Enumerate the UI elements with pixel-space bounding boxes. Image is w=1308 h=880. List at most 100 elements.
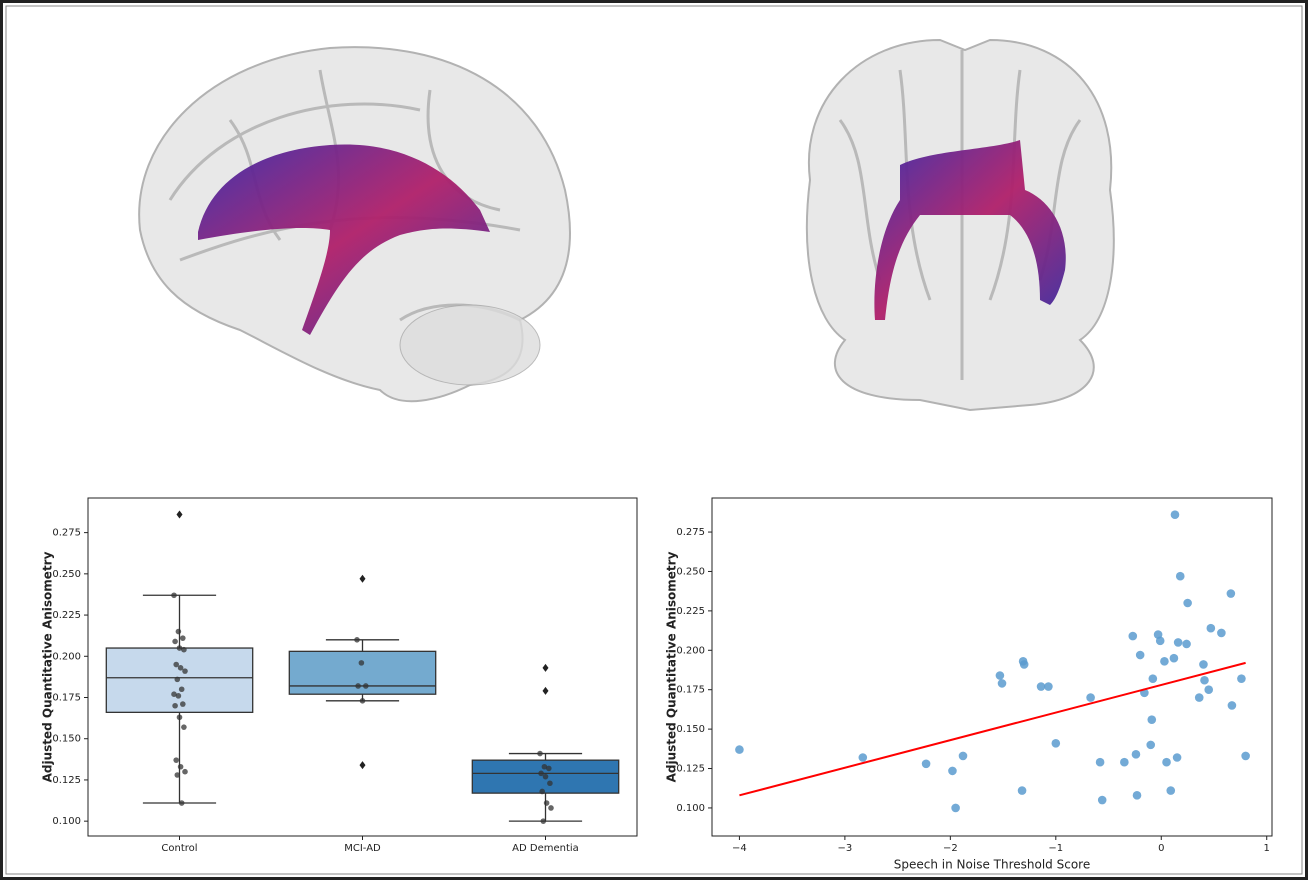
y-axis-label: Adjusted Quantitative Anisometry: [665, 551, 679, 782]
y-tick-label: 0.100: [52, 816, 81, 827]
strip-point: [178, 800, 185, 806]
point: [1170, 510, 1180, 520]
point: [1194, 693, 1204, 702]
y-axis-label: Adjusted Quantitative Anisometry: [41, 551, 55, 782]
point: [1204, 685, 1214, 695]
point: [1132, 791, 1142, 800]
strip-point: [171, 691, 177, 698]
strip-point: [180, 701, 186, 707]
point: [1206, 623, 1216, 633]
strip-point: [181, 724, 187, 730]
point: [995, 671, 1005, 680]
strip-point: [355, 683, 361, 689]
point: [1200, 675, 1209, 685]
brain-coronal: [805, 38, 1115, 412]
point: [1173, 638, 1183, 647]
y-tick-label: 0.225: [52, 610, 81, 621]
y-tick-label: 0.250: [676, 566, 705, 577]
y-tick-label: 0.250: [52, 569, 81, 580]
strip-point: [542, 773, 549, 780]
outlier: [542, 686, 549, 695]
strip-point: [176, 714, 183, 721]
point: [1226, 589, 1236, 598]
strip-point: [546, 765, 552, 772]
point: [1147, 715, 1157, 724]
point: [1097, 795, 1107, 805]
strip-point: [359, 698, 366, 704]
point: [1160, 657, 1169, 666]
point: [1237, 674, 1246, 683]
point: [1135, 650, 1145, 660]
y-tick-label: 0.225: [676, 606, 705, 617]
y-tick-label: 0.125: [676, 764, 705, 775]
strip-point: [176, 645, 183, 651]
strip-point: [540, 818, 547, 824]
strip-point: [181, 646, 187, 653]
y-tick-label: 0.200: [52, 651, 81, 662]
strip-point: [174, 676, 181, 683]
y-tick-label: 0.175: [52, 693, 81, 704]
y-tick-label: 0.200: [676, 645, 705, 656]
strip-point: [172, 638, 178, 645]
strip-point: [173, 757, 179, 763]
outlier: [359, 761, 366, 770]
point: [1131, 750, 1141, 759]
strip-point: [171, 592, 177, 599]
point: [1166, 786, 1176, 795]
point: [1017, 786, 1027, 795]
point: [1199, 660, 1208, 669]
x-tick-label: −2: [943, 843, 958, 854]
strip-point: [354, 636, 360, 643]
y-tick-label: 0.125: [52, 775, 81, 786]
point: [951, 803, 960, 813]
x-tick-label: 0: [1158, 843, 1164, 854]
y-tick-label: 0.275: [52, 528, 81, 539]
point: [1148, 674, 1158, 683]
strip-point: [178, 686, 185, 693]
point: [1169, 653, 1179, 663]
strip-point: [182, 668, 188, 674]
strip-point: [172, 702, 178, 709]
strip-point: [363, 683, 369, 689]
x-axis-label: Speech in Noise Threshold Score: [894, 858, 1090, 872]
point: [1036, 682, 1046, 691]
point: [1227, 701, 1237, 710]
point: [1175, 571, 1185, 581]
x-tick-label: −4: [732, 843, 747, 854]
point: [1120, 757, 1129, 767]
point: [858, 753, 868, 762]
point: [1128, 631, 1138, 641]
strip-point: [182, 768, 188, 775]
brain-sagittal: [138, 46, 571, 403]
strip-point: [177, 763, 184, 770]
strip-point: [175, 628, 182, 635]
strip-point: [543, 800, 550, 806]
strip-point: [537, 750, 543, 757]
point: [1095, 757, 1105, 767]
y-tick-label: 0.150: [52, 734, 81, 745]
point: [1019, 660, 1029, 669]
strip-point: [358, 660, 365, 666]
point: [1241, 751, 1250, 761]
y-tick-label: 0.100: [676, 803, 705, 814]
y-tick-label: 0.275: [676, 527, 705, 538]
point: [1162, 757, 1171, 767]
strip-point: [541, 763, 548, 770]
point: [948, 766, 957, 776]
strip-point: [539, 788, 545, 795]
inner-frame: [5, 5, 1303, 875]
point: [1155, 636, 1165, 646]
y-tick-label: 0.150: [676, 724, 705, 735]
strip-point: [548, 805, 554, 811]
point: [1217, 628, 1226, 638]
x-tick-label: −3: [838, 843, 853, 854]
x-tick-label: 1: [1264, 843, 1270, 854]
fit-line: [739, 661, 1246, 797]
point: [1086, 693, 1095, 702]
strip-point: [174, 772, 181, 778]
point: [1183, 598, 1192, 608]
y-tick-label: 0.175: [676, 685, 705, 696]
outlier: [359, 574, 366, 583]
strip-point: [177, 665, 184, 671]
